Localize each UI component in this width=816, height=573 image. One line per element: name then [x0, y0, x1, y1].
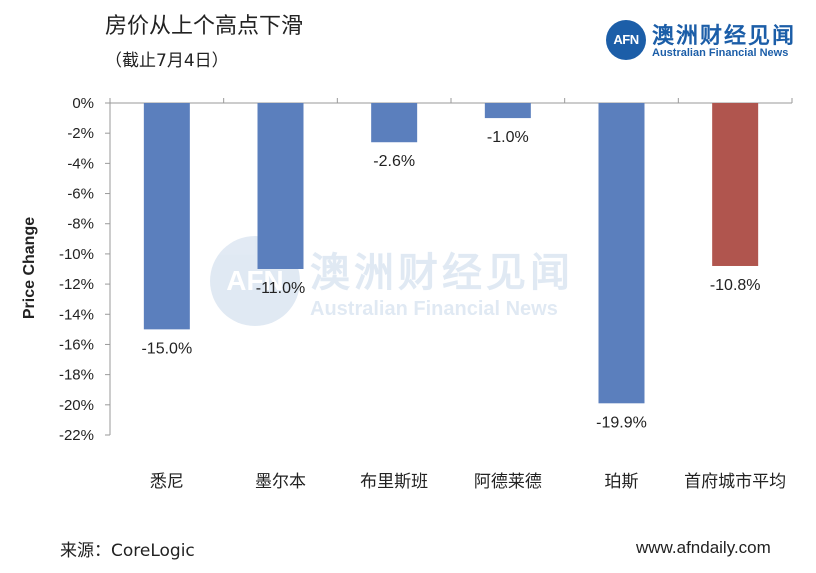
afn-logo: AFN 澳洲财经见闻 Australian Financial News	[606, 18, 806, 62]
x-axis-labels: 悉尼 墨尔本 布里斯班 阿德莱德 珀斯 首府城市平均	[150, 472, 786, 492]
y-tick-label: 0%	[72, 95, 94, 112]
data-label: -19.9%	[596, 414, 647, 431]
y-tick-label: -20%	[59, 397, 94, 414]
y-tick-label: -14%	[59, 306, 94, 323]
bar	[484, 103, 531, 119]
data-label: -11.0%	[256, 280, 306, 297]
data-labels: -15.0% -11.0% -2.6% -1.0% -19.9% -10.8%	[141, 129, 760, 431]
data-label: -1.0%	[487, 129, 529, 146]
data-label: -15.0%	[141, 340, 192, 357]
bar	[712, 103, 759, 266]
x-tick-label: 布里斯班	[360, 472, 428, 492]
y-tick-label: -2%	[67, 125, 94, 142]
y-tick-label: -18%	[59, 367, 94, 384]
x-tick-label: 阿德莱德	[474, 472, 542, 492]
chart-subtitle: （截止7月4日）	[105, 51, 229, 71]
y-tick-label: -4%	[67, 155, 94, 172]
x-tick-label: 首府城市平均	[684, 472, 786, 492]
chart-axes	[109, 98, 793, 435]
bar	[371, 103, 418, 143]
afn-logo-badge-icon: AFN	[606, 20, 646, 60]
data-label: -2.6%	[373, 153, 415, 170]
source-note: 来源：CoreLogic	[60, 541, 195, 561]
x-tick-label: 悉尼	[150, 472, 184, 492]
y-tick-label: -16%	[59, 336, 94, 353]
y-axis-label: Price Change	[21, 217, 38, 319]
chart-bars	[143, 103, 759, 404]
x-tick-label: 墨尔本	[255, 472, 306, 492]
bar	[143, 103, 190, 330]
bar	[257, 103, 304, 269]
y-tick-label: -22%	[59, 427, 94, 444]
logo-name-cn: 澳洲财经见闻	[652, 24, 797, 49]
logo-name-en: Australian Financial News	[652, 47, 789, 59]
website-url: www.afndaily.com	[636, 538, 771, 557]
bar	[598, 103, 645, 404]
y-tick-label: -6%	[67, 186, 94, 203]
chart-title: 房价从上个高点下滑	[105, 14, 304, 39]
y-tick-label: -10%	[59, 246, 94, 263]
data-label: -10.8%	[710, 277, 761, 294]
y-axis-ticks: 0% -2% -4% -6% -8% -10% -12% -14% -16% -18% -20% -2…	[59, 95, 110, 444]
y-tick-label: -12%	[59, 276, 94, 293]
x-tick-label: 珀斯	[605, 472, 639, 492]
y-tick-label: -8%	[67, 216, 94, 233]
